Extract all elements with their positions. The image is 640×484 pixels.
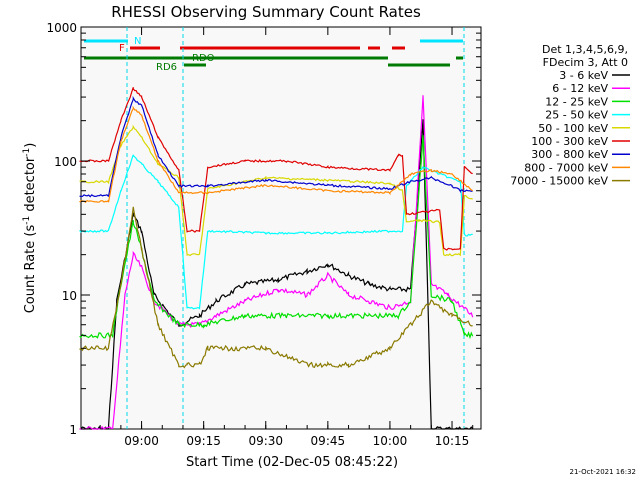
series-line-5: [79, 87, 473, 251]
series-line-0: [79, 119, 474, 430]
series-lines: [79, 87, 474, 430]
y-axis-label-sup-1: -1: [22, 216, 32, 225]
legend-label-3: 25 - 50 keV: [545, 109, 608, 122]
plot-area: NF RDO RD6: [79, 26, 482, 430]
y-axis-label: Count Rate (s-1 detector-1): [22, 143, 38, 314]
series-line-7: [79, 105, 474, 203]
x-tick-label-0: 09:00: [124, 434, 159, 448]
legend-header-1: Det 1,3,4,5,6,9,: [542, 43, 628, 56]
chart-title: RHESSI Observing Summary Count Rates: [111, 3, 421, 21]
time-markers: [126, 27, 465, 429]
y-axis-label-close: ): [23, 143, 38, 148]
legend-label-0: 3 - 6 keV: [559, 69, 608, 82]
y-tick-label-2: 100: [54, 155, 77, 169]
x-tick-label-3: 09:45: [311, 434, 346, 448]
legend-label-6: 300 - 800 keV: [531, 148, 608, 161]
x-axis: 09:00 09:15 09:30 09:45 10:00 10:15: [99, 27, 474, 448]
series-line-8: [79, 206, 473, 369]
legend-label-7: 800 - 7000 keV: [524, 161, 608, 174]
legend-label-5: 100 - 300 keV: [531, 135, 608, 148]
flag-labels: NF RDO RD6: [119, 36, 215, 73]
flag-label-n: N: [134, 36, 141, 47]
legend-label-1: 6 - 12 keV: [552, 82, 608, 95]
flag-label-rdo: RDO: [192, 53, 215, 64]
series-line-6: [79, 95, 473, 198]
x-axis-label: Start Time (02-Dec-05 08:45:22): [186, 455, 398, 470]
legend-label-2: 12 - 25 keV: [545, 95, 608, 108]
x-tick-label-4: 10:00: [373, 434, 408, 448]
y-axis-label-main: Count Rate (s: [23, 225, 38, 314]
x-tick-label-2: 09:30: [248, 434, 283, 448]
timestamp: 21-Oct-2021 16:32: [570, 468, 636, 476]
legend-label-8: 7000 - 15000 keV: [510, 175, 608, 188]
legend-header-2: FDecim 3, Att 0: [543, 56, 628, 69]
x-tick-label-1: 09:15: [186, 434, 221, 448]
flag-label-rd6: RD6: [156, 62, 177, 73]
flag-label-f: F: [119, 43, 125, 54]
series-line-4: [79, 124, 473, 257]
plot-frame: [80, 26, 482, 430]
series-line-3: [79, 154, 473, 310]
legend: Det 1,3,4,5,6,9, FDecim 3, Att 0 3 - 6 k…: [510, 43, 630, 188]
y-tick-label-0: 1: [69, 423, 77, 437]
observing-flags: [84, 39, 463, 67]
y-axis-label-sup-2: -1: [22, 148, 32, 157]
y-axis-label-tail: detector: [23, 156, 38, 216]
x-tick-label-5: 10:15: [435, 434, 470, 448]
y-tick-label-1: 10: [62, 289, 77, 303]
y-tick-label-3: 1000: [46, 21, 77, 35]
legend-label-4: 50 - 100 keV: [538, 122, 608, 135]
y-axis: 1 10 100 1000: [46, 21, 481, 437]
